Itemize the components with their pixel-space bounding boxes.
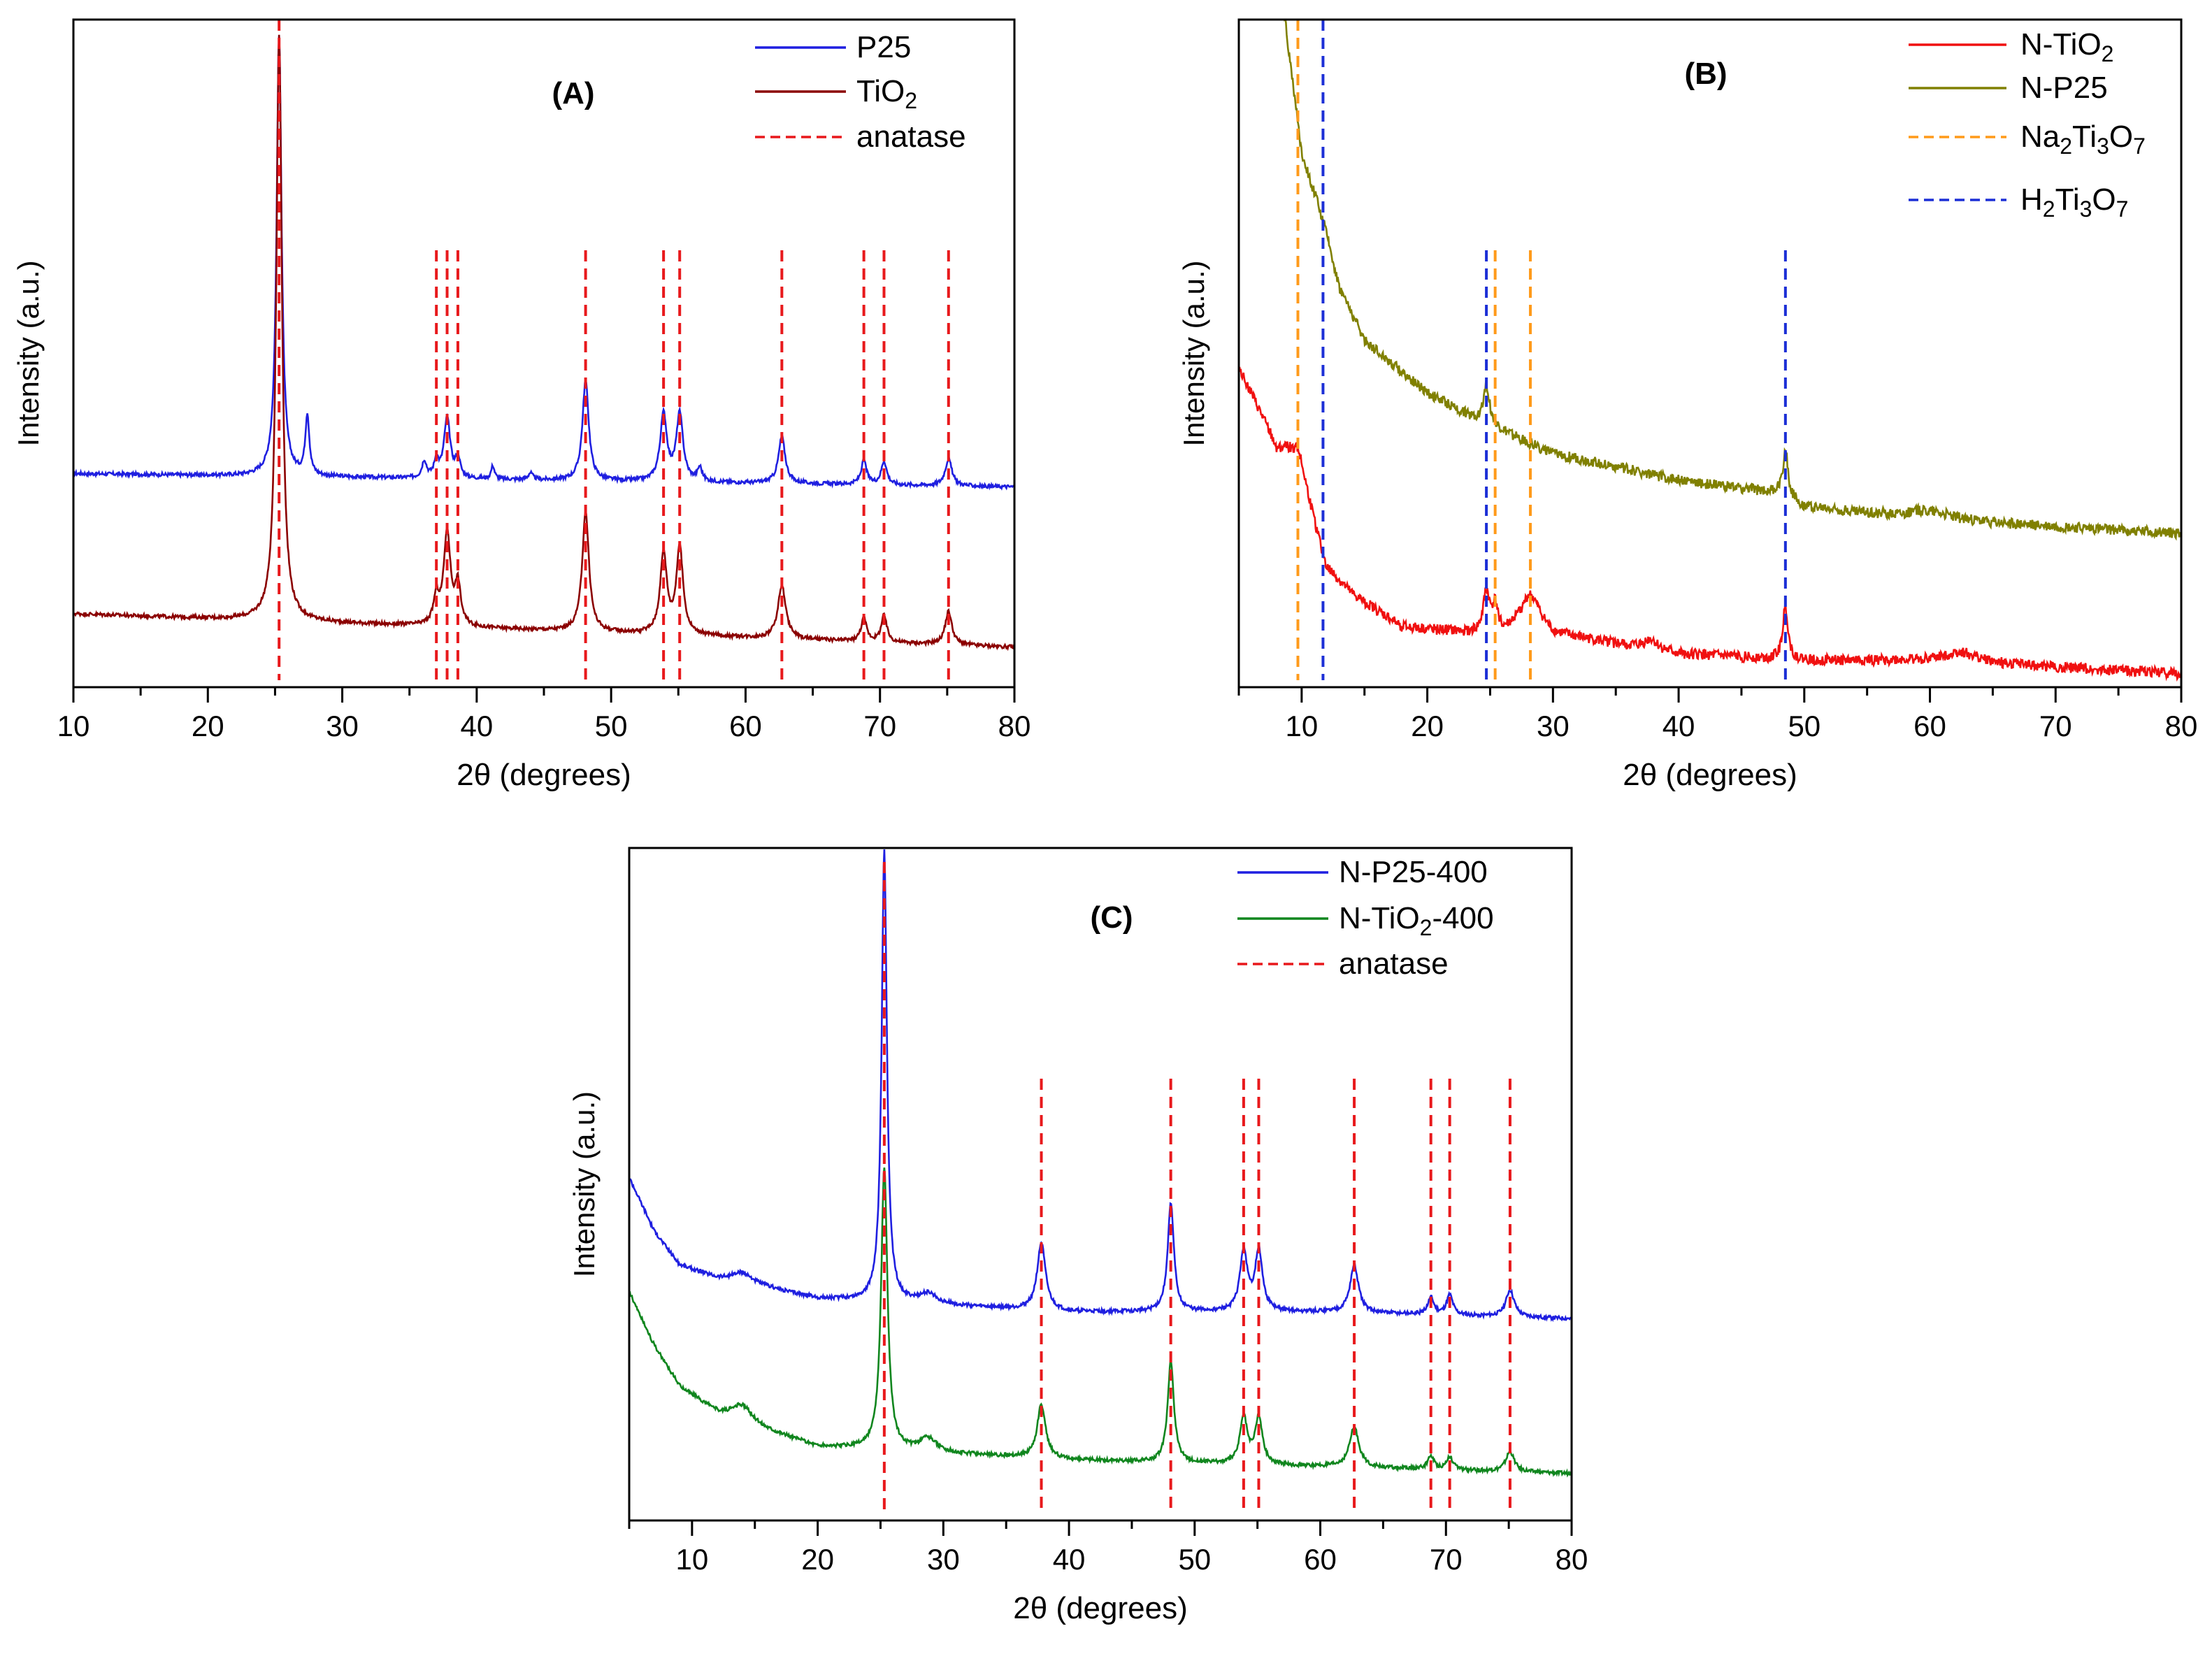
legend-label: N-TiO2 <box>2020 27 2113 66</box>
x-tick-label: 50 <box>1178 1543 1211 1576</box>
legend-label-tail: Ti <box>2055 182 2080 217</box>
x-tick-label: 40 <box>1662 710 1695 742</box>
legend-label-subscript: 2 <box>2060 134 2072 159</box>
legend-label-main: P25 <box>856 30 911 64</box>
legend-label-subscript: 7 <box>2133 134 2146 159</box>
plot-frame <box>628 847 1573 1522</box>
legend-label-subscript: 3 <box>2080 196 2092 222</box>
legend-label: N-P25-400 <box>1339 855 1488 889</box>
panel-title: (C) <box>1090 900 1133 935</box>
x-tick-label: 20 <box>801 1543 834 1576</box>
legend-label: TiO2 <box>856 74 917 113</box>
legend-label-subscript: 2 <box>1420 915 1432 940</box>
legend-label: N-TiO2-400 <box>1339 901 1494 940</box>
series-p25 <box>73 35 1014 491</box>
x-tick-label: 70 <box>1430 1543 1463 1576</box>
series-n-tio2 <box>1239 366 2181 682</box>
legend-label-tail: Ti <box>2072 120 2097 154</box>
legend-label: N-P25 <box>2020 71 2108 105</box>
x-tick-label: 60 <box>1913 710 1946 742</box>
x-tick-label: 40 <box>1053 1543 1086 1576</box>
x-tick-label: 80 <box>998 710 1031 742</box>
legend-label-subscript: 3 <box>2097 134 2109 159</box>
x-tick-label: 70 <box>863 710 896 742</box>
x-tick-label: 80 <box>1556 1543 1588 1576</box>
legend-label-main: N-TiO <box>1339 901 1420 935</box>
series-n-p25 <box>1284 20 2181 541</box>
panel-title: (A) <box>552 76 594 110</box>
x-tick-label: 20 <box>192 710 224 742</box>
series-n-p25-400 <box>629 849 1572 1323</box>
x-tick-label: 60 <box>729 710 762 742</box>
x-tick-label: 20 <box>1411 710 1444 742</box>
legend-label-main: Na <box>2020 120 2060 154</box>
legend-label: anatase <box>1339 947 1449 981</box>
x-tick-label: 60 <box>1304 1543 1337 1576</box>
legend-label: P25 <box>856 30 911 64</box>
x-tick-label: 30 <box>1537 710 1570 742</box>
legend-label-main: H <box>2020 182 2043 217</box>
legend-label-tail: O <box>2092 182 2116 217</box>
legend-label-subscript: 2 <box>2043 196 2055 222</box>
y-axis-title: Intensity (a.u.) <box>1177 260 1210 446</box>
plot-frame <box>1237 18 2183 689</box>
legend-label-subscript: 2 <box>2102 41 2114 66</box>
x-axis-title: 2θ (degrees) <box>1623 758 1797 792</box>
x-tick-label: 30 <box>326 710 359 742</box>
x-tick-label: 50 <box>1788 710 1820 742</box>
y-axis-title: Intensity (a.u.) <box>12 260 45 446</box>
legend-label-main: anatase <box>1339 947 1449 981</box>
x-tick-label: 10 <box>57 710 90 742</box>
x-tick-label: 50 <box>595 710 628 742</box>
series-n-tio2-400 <box>629 1167 1572 1478</box>
legend-label-main: N-P25 <box>2020 71 2108 105</box>
panel-title: (B) <box>1684 57 1727 91</box>
panel-a: 10 20 30 40 50 60 70 80 2θ (degrees) Intensity (a… <box>12 18 1031 792</box>
x-tick-label: 10 <box>1286 710 1319 742</box>
legend-label-tail: O <box>2109 120 2133 154</box>
legend-label-main: N-P25-400 <box>1339 855 1488 889</box>
legend-label-subscript: 7 <box>2116 196 2129 222</box>
y-axis-title: Intensity (a.u.) <box>568 1091 601 1277</box>
legend-label-main: anatase <box>856 120 966 154</box>
panel-b: 10 20 30 40 50 60 70 80 2θ (degrees) Intensity (a… <box>1177 18 2198 792</box>
panel-c: 10 20 30 40 50 60 70 80 2θ (degrees) Intensity (a… <box>568 847 1588 1625</box>
legend-label: Na2Ti3O7 <box>2020 120 2146 159</box>
series-tio2 <box>73 34 1014 652</box>
x-tick-label: 10 <box>676 1543 709 1576</box>
x-axis-title: 2θ (degrees) <box>1013 1591 1187 1625</box>
x-tick-label: 80 <box>2165 710 2198 742</box>
legend-label-tail: -400 <box>1432 901 1493 935</box>
x-tick-label: 70 <box>2039 710 2072 742</box>
x-axis-title: 2θ (degrees) <box>457 758 631 792</box>
legend-label-main: N-TiO <box>2020 27 2102 62</box>
legend-label-main: TiO <box>856 74 905 108</box>
x-tick-label: 40 <box>460 710 493 742</box>
legend-label-subscript: 2 <box>905 88 917 113</box>
legend-label: H2Ti3O7 <box>2020 182 2128 222</box>
x-tick-label: 30 <box>927 1543 960 1576</box>
legend-label: anatase <box>856 120 966 154</box>
